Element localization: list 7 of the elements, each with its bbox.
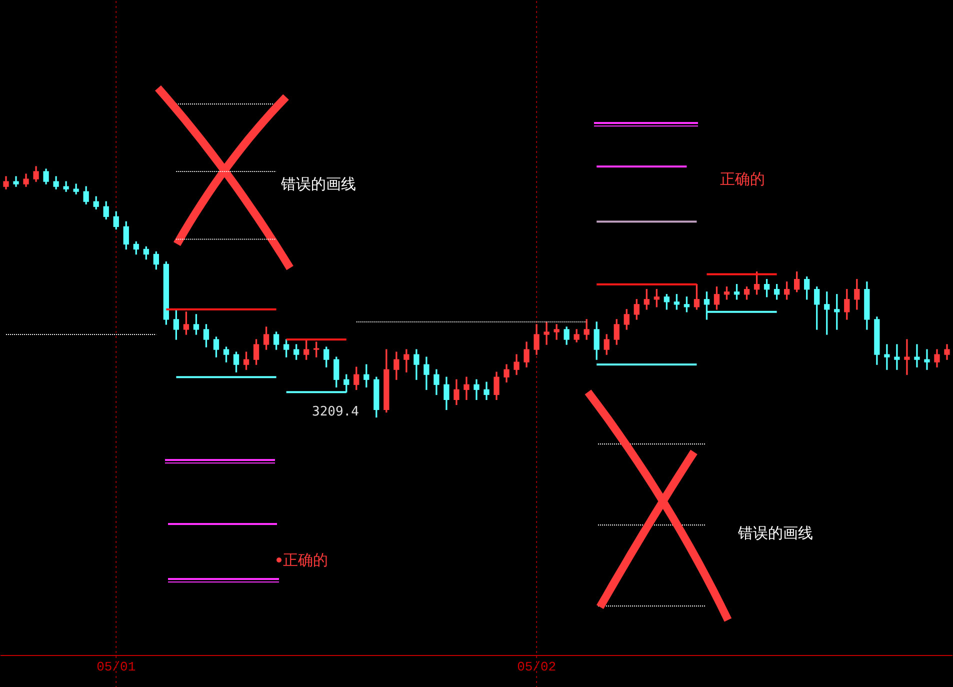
annotation: 3209.4 — [312, 404, 360, 420]
annotation: 错误的画线 — [280, 174, 356, 193]
text: 错误的画线 — [737, 524, 813, 542]
x-tick-label: 05/01 — [96, 660, 136, 675]
x-tick-label: 05/02 — [517, 660, 556, 675]
text: 正确的 — [283, 550, 328, 569]
annotation: 正确的 — [720, 170, 765, 188]
